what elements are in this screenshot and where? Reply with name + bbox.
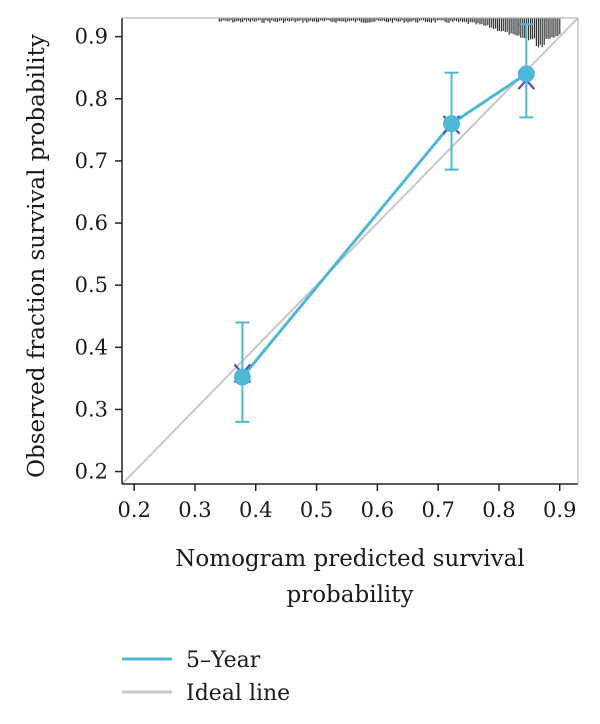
data-point-5-year bbox=[443, 115, 461, 133]
plot-inner bbox=[122, 18, 578, 484]
plot-area bbox=[122, 18, 578, 484]
x-axis-title-line-1: Nomogram predicted survival bbox=[175, 546, 524, 572]
x-tick-label: 0.5 bbox=[300, 498, 333, 522]
y-tick-label: 0.3 bbox=[75, 397, 108, 421]
data-point-5-year bbox=[233, 368, 251, 386]
y-tick-label: 0.9 bbox=[75, 25, 108, 49]
legend-label-5-year: 5–Year bbox=[186, 648, 261, 673]
y-tick-label: 0.2 bbox=[75, 460, 108, 484]
rug-marks bbox=[218, 18, 561, 48]
y-axis-title: Observed fraction survival probability bbox=[24, 34, 50, 478]
x-tick-label: 0.6 bbox=[361, 498, 394, 522]
y-tick-label: 0.5 bbox=[75, 273, 108, 297]
x-tick-label: 0.7 bbox=[421, 498, 454, 522]
x-axis-title-line-2: probability bbox=[286, 582, 413, 608]
legend: 5–Year Ideal line bbox=[122, 648, 290, 706]
x-tick-label: 0.3 bbox=[178, 498, 211, 522]
ideal-line bbox=[122, 18, 578, 484]
y-tick-label: 0.8 bbox=[75, 87, 108, 111]
x-tick-label: 0.8 bbox=[482, 498, 515, 522]
axes: 0.2 0.3 0.4 0.5 0.6 0.7 0.8 0.9 0.2 0.3 0.4 0.5 0.6 0… bbox=[75, 17, 579, 522]
x-tick-label: 0.2 bbox=[117, 498, 150, 522]
y-tick-label: 0.4 bbox=[75, 335, 108, 359]
x-tick-label: 0.4 bbox=[239, 498, 272, 522]
series-line-5-year bbox=[241, 72, 528, 379]
legend-label-ideal-line: Ideal line bbox=[186, 681, 290, 706]
y-tick-label: 0.6 bbox=[75, 211, 108, 235]
x-tick-label: 0.9 bbox=[543, 498, 576, 522]
data-point-5-year bbox=[517, 65, 535, 83]
y-tick-label: 0.7 bbox=[75, 149, 108, 173]
